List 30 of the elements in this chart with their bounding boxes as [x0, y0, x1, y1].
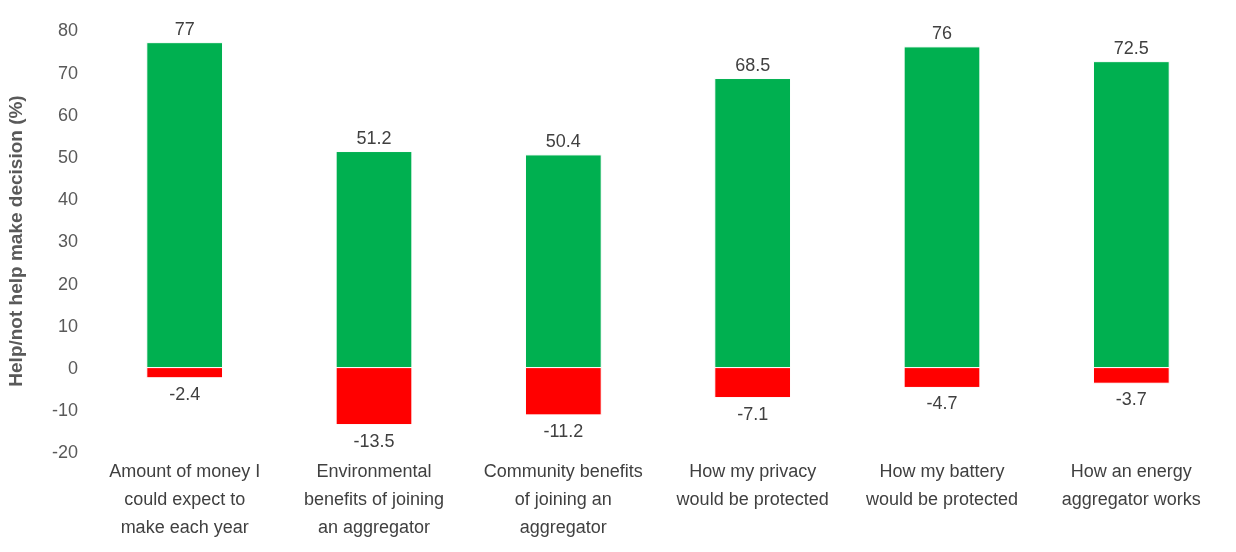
x-tick-label: How my privacy would be protected [675, 461, 829, 509]
data-label: 50.4 [545, 130, 581, 151]
y-tick-label: 30 [57, 231, 78, 252]
x-tick-label: How my battery would be protected [864, 461, 1019, 509]
y-tick-label: 50 [57, 146, 78, 167]
y-tick-label: -20 [51, 442, 78, 463]
x-tick-label: Community benefits of joining an aggregator [483, 461, 643, 537]
data-label: 72.5 [1113, 37, 1149, 58]
data-label: 77 [174, 18, 195, 39]
x-tick-label: How an energy aggregator works [1061, 461, 1201, 509]
data-label: -3.7 [1115, 389, 1147, 410]
data-label: -4.7 [926, 393, 958, 414]
y-tick-label: 60 [57, 104, 78, 125]
y-tick-label: 20 [57, 273, 78, 294]
data-label: 76 [931, 22, 953, 43]
data-label: 68.5 [735, 54, 771, 75]
x-tick-label: Amount of money I could expect to make each year [109, 461, 261, 537]
data-label: 51.2 [356, 127, 392, 148]
data-label: -11.2 [543, 420, 584, 441]
data-label: -13.5 [353, 430, 395, 451]
y-tick-label: 0 [67, 357, 78, 378]
y-tick-label: 80 [57, 20, 78, 41]
data-label: -7.1 [737, 403, 769, 424]
y-tick-label: 70 [57, 62, 78, 83]
data-label: -2.4 [169, 383, 201, 404]
y-tick-label: 10 [57, 315, 78, 336]
y-axis-title: Help/not help make decision (%) [5, 95, 26, 387]
y-tick-label: -10 [51, 400, 78, 421]
y-tick-label: 40 [57, 189, 78, 210]
x-tick-label: Environmental benefits of joining an aggregator [303, 461, 445, 537]
